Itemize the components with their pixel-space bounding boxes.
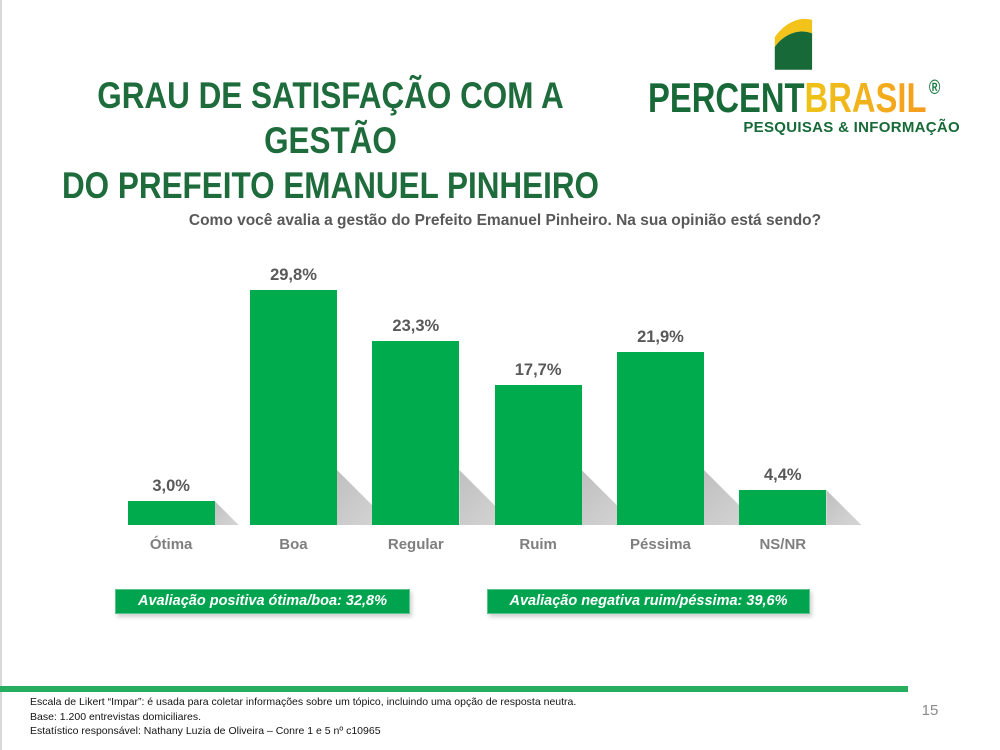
bar-regular — [372, 341, 460, 525]
bar-boa — [249, 290, 337, 525]
positive-summary-banner: Avaliação positiva ótima/boa: 32,8% — [115, 589, 410, 614]
footnote-line: Base: 1.200 entrevistas domiciliares. — [30, 710, 201, 723]
bar-ruim — [494, 385, 582, 525]
page-number: 15 — [921, 702, 939, 719]
page-title-line1: GRAU DE SATISFAÇÃO COM A GESTÃO — [97, 74, 564, 161]
logo-wordmark: PERCENTBRASIL ® — [648, 68, 940, 121]
bar-chart-plot: 3,0% Ótima 29,8% Boa 23,3% Regular 17,7% Ruim 21… — [110, 255, 862, 553]
negative-summary-banner: Avaliação negativa ruim/péssima: 39,6% — [487, 589, 810, 614]
footnote-line: Estatístico responsável: Nathany Luzia d… — [30, 725, 381, 737]
bar-value-label: 23,3% — [392, 317, 440, 335]
bar-category-label: NS/NR — [759, 536, 807, 553]
bar-value-label: 21,9% — [637, 328, 684, 346]
bar-category-label: Boa — [279, 536, 308, 553]
bar-shadow — [826, 490, 862, 525]
logo-percent-text: PERCENT — [648, 74, 805, 121]
bar-column: 29,8% Boa — [232, 255, 392, 553]
bar-p-ssima — [616, 352, 704, 525]
bar-category-label: Ótima — [149, 536, 193, 553]
bar-value-label: 4,4% — [763, 466, 802, 484]
bar-category-label: Péssima — [630, 536, 691, 553]
bar-category-label: Regular — [387, 536, 444, 553]
registered-mark-icon: ® — [928, 77, 941, 99]
bar-value-label: 29,8% — [270, 266, 317, 284]
bar-column: 23,3% Regular — [355, 255, 515, 553]
bar-column: 4,4% NS/NR — [722, 255, 862, 553]
bar-ns-nr — [739, 490, 827, 525]
bar--tima — [127, 501, 215, 525]
footnotes: Escala de Likert “Impar”: é usada para c… — [30, 695, 730, 739]
percent-brasil-logo: PERCENTBRASIL ® PESQUISAS & INFORMAÇÃO — [648, 14, 970, 136]
bar-category-label: Ruim — [519, 536, 557, 553]
slide-left-border — [0, 0, 2, 750]
bar-column: 3,0% Ótima — [110, 255, 239, 553]
flag-icon — [774, 18, 813, 70]
chart-question: Como você avalia a gestão do Prefeito Em… — [188, 212, 822, 229]
bar-column: 21,9% Péssima — [599, 255, 759, 553]
bar-value-label: 17,7% — [514, 361, 562, 379]
logo-tagline: PESQUISAS & INFORMAÇÃO — [743, 119, 960, 136]
bar-value-label: 3,0% — [152, 477, 190, 495]
footnote-line: Escala de Likert “Impar”: é usada para c… — [30, 696, 577, 708]
page-title: GRAU DE SATISFAÇÃO COM A GESTÃO DO PREFE… — [56, 73, 604, 208]
bar-column: 17,7% Ruim — [477, 255, 637, 553]
page-title-line2: DO PREFEITO EMANUEL PINHEIRO — [61, 164, 600, 206]
footer-divider — [0, 686, 908, 692]
logo-brasil-text: BRASIL — [804, 74, 927, 121]
